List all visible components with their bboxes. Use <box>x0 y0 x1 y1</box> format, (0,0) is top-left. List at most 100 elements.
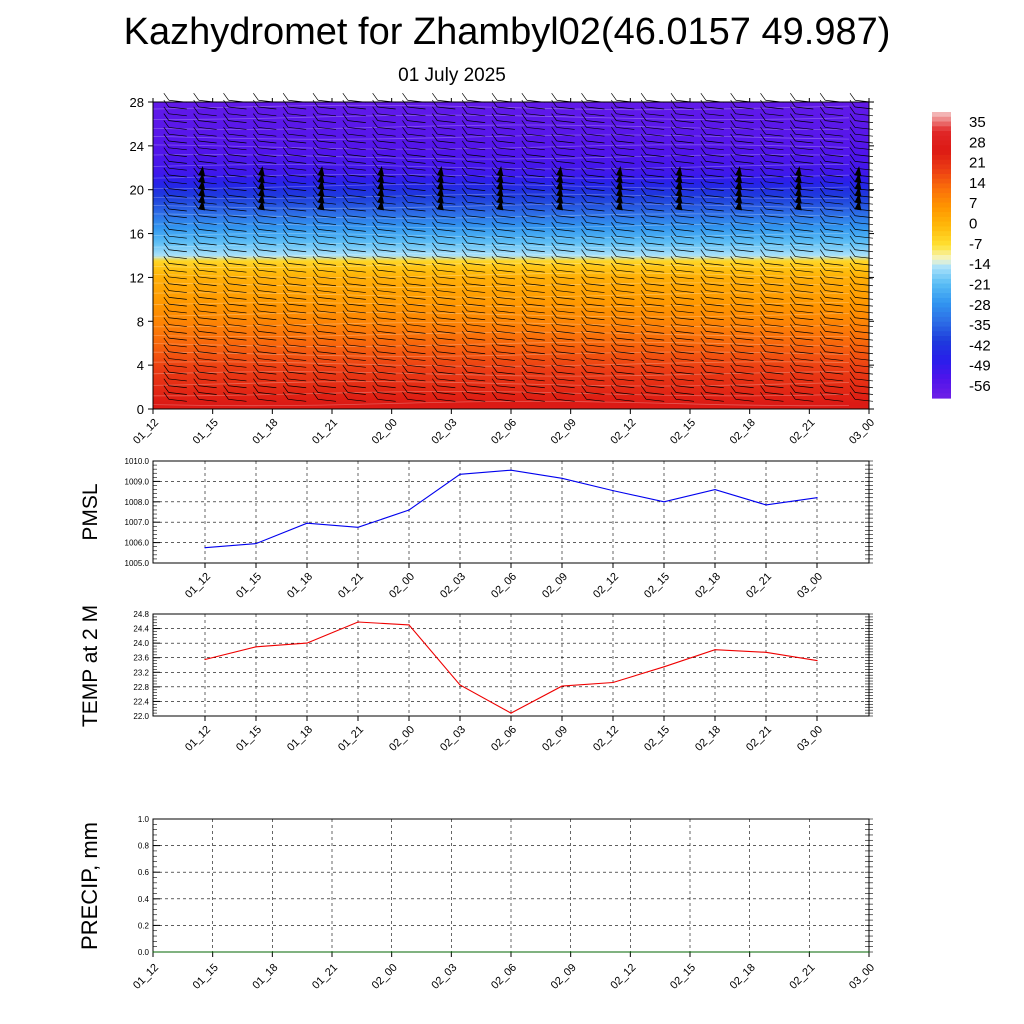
barb-staff <box>675 344 695 348</box>
barb-staff <box>467 120 486 123</box>
barb-staff <box>646 276 665 280</box>
barb-staff <box>854 378 874 382</box>
barb-feather <box>819 127 826 135</box>
barb-feather <box>790 120 796 128</box>
barb-staff <box>705 235 724 239</box>
barb-staff <box>556 330 575 334</box>
barb-feather <box>461 317 468 325</box>
barb-feather <box>372 99 378 108</box>
barb-staff <box>825 330 844 334</box>
barb-staff <box>854 324 874 327</box>
barb-feather <box>223 215 229 223</box>
barb-feather <box>521 99 528 108</box>
barb-feather <box>611 120 617 128</box>
x-tick-label: 02_21 <box>787 962 817 992</box>
barb-staff <box>168 276 187 280</box>
barb-staff <box>616 358 635 361</box>
barb-feather <box>849 344 856 352</box>
barb-staff <box>586 195 605 198</box>
barb-feather <box>581 188 587 196</box>
barb-feather <box>760 276 766 284</box>
barb-staff <box>228 235 247 239</box>
barb-feather <box>491 201 498 210</box>
colorbar-segment <box>932 307 951 313</box>
barb-staff <box>795 351 814 355</box>
barb-pennant <box>317 193 325 204</box>
barb-feather <box>790 160 796 169</box>
y-tick-label: 1007.0 <box>125 518 150 527</box>
barb-staff <box>825 398 844 402</box>
colorbar-label: -49 <box>969 358 991 375</box>
barb-staff <box>168 310 187 314</box>
barb-feather <box>342 208 349 216</box>
barb-pennant <box>496 186 504 197</box>
barb-feather <box>611 283 617 291</box>
barb-staff <box>556 222 575 225</box>
barb-staff <box>258 371 277 375</box>
barb-pennant <box>198 199 206 211</box>
data-point <box>306 522 308 524</box>
barb-staff <box>437 330 456 334</box>
barb-feather <box>670 269 677 278</box>
barb-feather <box>521 269 528 278</box>
barb-feather <box>253 113 259 121</box>
barb-staff <box>288 242 307 246</box>
barb-staff <box>258 351 277 355</box>
barb-staff <box>258 358 277 361</box>
barb-staff <box>735 113 754 117</box>
barb-staff <box>646 269 665 273</box>
barb-feather <box>223 201 229 210</box>
barb-feather <box>282 140 289 149</box>
barb-staff <box>437 269 456 273</box>
barb-staff <box>437 133 456 137</box>
barb-staff <box>646 351 665 355</box>
barb-pennant <box>556 165 564 177</box>
barb-feather <box>760 127 766 135</box>
precip-chart: 0.00.20.40.60.81.001_12 01_15 01_18 01_21 02… <box>77 815 877 992</box>
barb-staff <box>467 263 486 266</box>
barb-feather <box>372 310 378 318</box>
barb-feather <box>253 303 259 312</box>
barb-feather <box>640 160 647 169</box>
barb-staff <box>288 235 307 239</box>
barb-staff <box>526 222 545 225</box>
barb-feather <box>670 296 677 305</box>
barb-staff <box>467 235 486 239</box>
barb-staff <box>675 310 695 314</box>
barb-feather <box>461 290 468 298</box>
barb-staff <box>377 337 396 341</box>
barb-staff <box>735 106 754 110</box>
barb-staff <box>317 222 337 225</box>
barb-feather <box>342 358 349 366</box>
barb-feather <box>849 194 856 203</box>
barb-staff <box>258 256 277 259</box>
colorbar-segment <box>932 126 951 132</box>
barb-staff <box>586 324 605 327</box>
barb-feather <box>581 242 587 250</box>
barb-staff <box>168 208 187 212</box>
barb-feather <box>491 228 498 237</box>
barb-feather <box>253 296 259 305</box>
barb-feather <box>253 222 259 230</box>
barb-staff <box>854 330 874 334</box>
colorbar-segment <box>932 345 951 351</box>
barb-staff <box>616 330 635 334</box>
barb-staff <box>795 249 814 253</box>
barb-staff <box>616 290 635 293</box>
barb-staff <box>616 398 635 402</box>
barb-staff <box>317 317 337 321</box>
barb-staff <box>407 364 426 368</box>
barb-feather <box>372 167 378 176</box>
barb-staff <box>675 358 695 361</box>
barb-staff <box>825 337 844 341</box>
barb-staff <box>765 208 784 212</box>
barb-staff <box>854 364 874 368</box>
barb-feather <box>372 154 378 162</box>
barb-feather <box>402 337 408 346</box>
barb-feather <box>611 106 617 115</box>
barb-staff <box>288 317 307 321</box>
barb-feather <box>372 113 378 121</box>
barb-feather <box>282 201 289 210</box>
barb-staff <box>526 385 545 389</box>
colorbar-segment <box>932 369 951 375</box>
